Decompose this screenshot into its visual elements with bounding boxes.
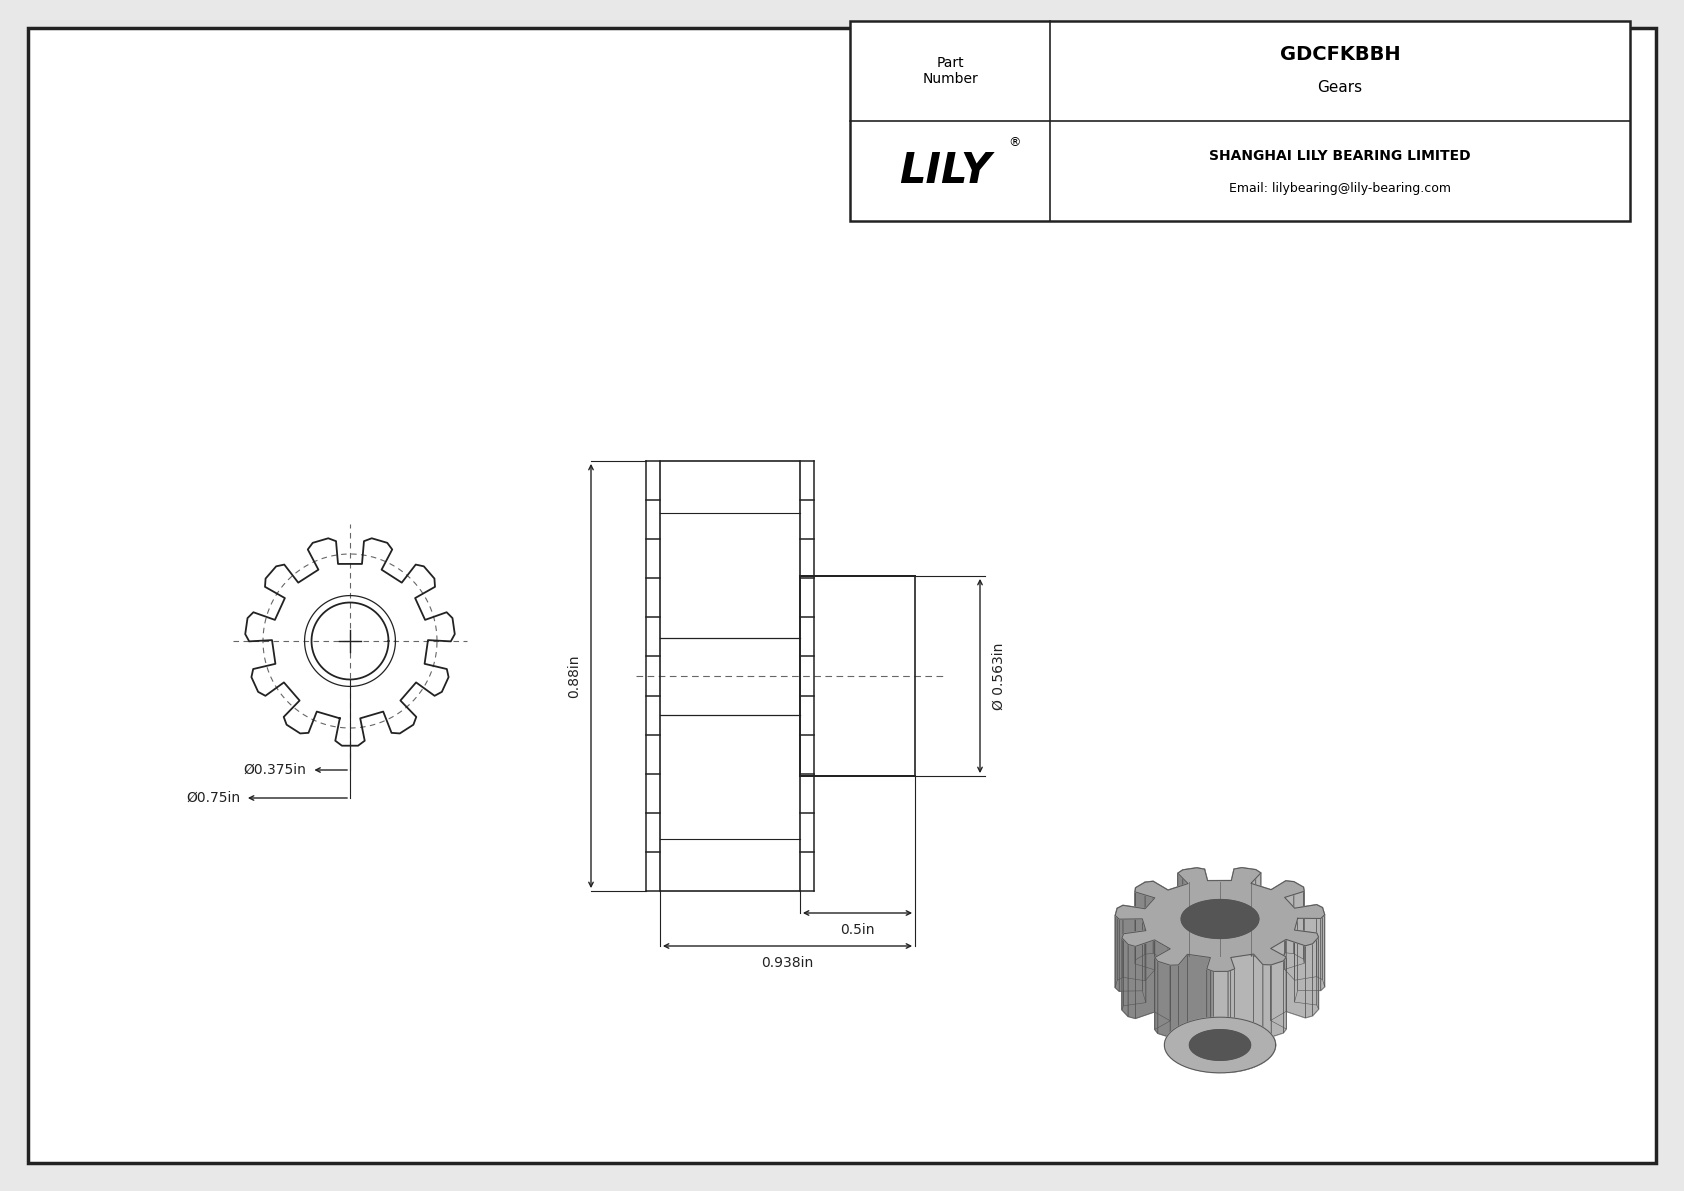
Polygon shape <box>1317 933 1319 1009</box>
Polygon shape <box>1177 869 1182 946</box>
Polygon shape <box>1155 940 1170 1021</box>
Polygon shape <box>1145 881 1154 954</box>
Polygon shape <box>1214 972 1228 1043</box>
Polygon shape <box>1128 944 1135 1018</box>
Polygon shape <box>1177 873 1187 955</box>
Polygon shape <box>1231 869 1234 953</box>
Polygon shape <box>1234 867 1241 941</box>
Bar <box>800 576 914 777</box>
Polygon shape <box>1241 867 1256 942</box>
Polygon shape <box>1155 958 1159 1034</box>
Polygon shape <box>1271 961 1283 1037</box>
Polygon shape <box>1123 905 1145 980</box>
Polygon shape <box>1285 891 1303 969</box>
Polygon shape <box>1231 954 1253 1029</box>
Polygon shape <box>1180 899 1260 939</box>
Text: Part
Number: Part Number <box>923 56 978 86</box>
Polygon shape <box>1295 930 1317 1005</box>
Polygon shape <box>1207 958 1211 1041</box>
Polygon shape <box>1122 937 1128 1016</box>
Polygon shape <box>1164 1017 1276 1073</box>
Text: SHANGHAI LILY BEARING LIMITED: SHANGHAI LILY BEARING LIMITED <box>1209 149 1470 163</box>
Text: ®: ® <box>1009 137 1021 150</box>
Polygon shape <box>1123 930 1145 1005</box>
Polygon shape <box>1320 915 1325 991</box>
Polygon shape <box>1187 954 1211 1029</box>
Polygon shape <box>1253 954 1263 1036</box>
Polygon shape <box>1120 918 1142 991</box>
Polygon shape <box>1154 881 1169 962</box>
Polygon shape <box>1295 918 1298 1002</box>
Polygon shape <box>1115 916 1120 991</box>
Polygon shape <box>1271 940 1287 1021</box>
Polygon shape <box>1207 880 1231 953</box>
Polygon shape <box>1283 958 1287 1033</box>
Polygon shape <box>1231 958 1234 1041</box>
Text: LILY: LILY <box>899 150 992 192</box>
Polygon shape <box>1207 969 1214 1043</box>
Polygon shape <box>1179 954 1187 1037</box>
Polygon shape <box>1317 905 1322 979</box>
Polygon shape <box>1287 940 1305 1018</box>
Text: GDCFKBBH: GDCFKBBH <box>1280 44 1401 63</box>
Polygon shape <box>1170 965 1179 1037</box>
Text: Ø0.75in: Ø0.75in <box>185 791 241 805</box>
Polygon shape <box>1135 940 1155 1018</box>
Polygon shape <box>1312 937 1319 1016</box>
Polygon shape <box>1189 1030 1251 1060</box>
Polygon shape <box>1256 869 1261 944</box>
Polygon shape <box>1116 905 1123 980</box>
Text: Email: lilybearing@lily-bearing.com: Email: lilybearing@lily-bearing.com <box>1229 181 1452 194</box>
Polygon shape <box>1251 873 1261 955</box>
Polygon shape <box>1145 898 1155 980</box>
Polygon shape <box>1228 968 1234 1043</box>
Polygon shape <box>1115 867 1325 972</box>
Polygon shape <box>1271 881 1287 962</box>
Polygon shape <box>1135 883 1145 960</box>
Polygon shape <box>1197 868 1204 941</box>
Text: Ø 0.563in: Ø 0.563in <box>992 642 1005 710</box>
Polygon shape <box>1229 964 1275 1072</box>
Polygon shape <box>1263 965 1271 1037</box>
Text: 0.938in: 0.938in <box>761 956 813 969</box>
Bar <box>660 461 800 891</box>
Polygon shape <box>1285 897 1295 980</box>
Polygon shape <box>1322 908 1325 987</box>
Polygon shape <box>1169 884 1187 962</box>
Polygon shape <box>1295 905 1317 980</box>
Text: Ø0.375in: Ø0.375in <box>244 763 306 777</box>
Polygon shape <box>1271 948 1287 1029</box>
Bar <box>850 21 1630 222</box>
Text: 0.5in: 0.5in <box>840 923 874 937</box>
Polygon shape <box>1115 940 1325 1043</box>
Text: 0.88in: 0.88in <box>568 654 581 698</box>
Polygon shape <box>1159 961 1170 1037</box>
Polygon shape <box>1298 918 1320 991</box>
Polygon shape <box>1155 949 1170 1029</box>
Polygon shape <box>1135 892 1155 969</box>
Polygon shape <box>1293 881 1303 959</box>
Polygon shape <box>1204 869 1207 953</box>
Polygon shape <box>1142 918 1145 1003</box>
Polygon shape <box>1305 943 1312 1018</box>
Polygon shape <box>1182 868 1197 942</box>
Polygon shape <box>1115 909 1116 987</box>
Polygon shape <box>1287 881 1293 954</box>
Text: Gears: Gears <box>1317 81 1362 95</box>
Polygon shape <box>1251 884 1271 962</box>
